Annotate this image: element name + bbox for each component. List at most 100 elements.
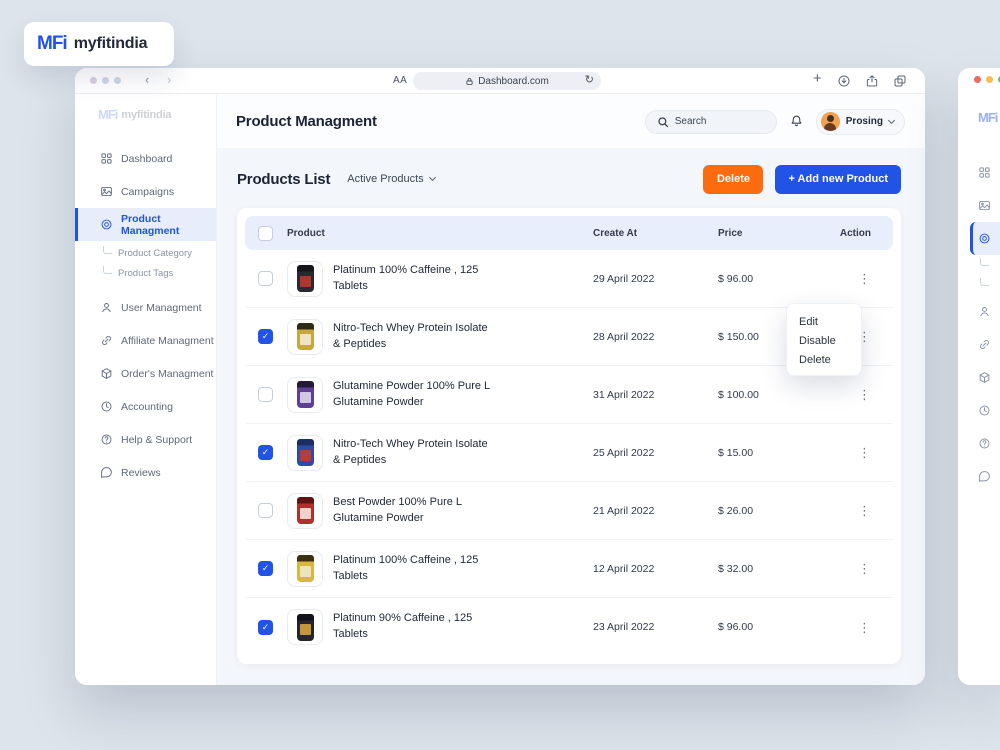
table-row: ✓ Platinum 90% Caffeine , 125 Tablets 23…	[245, 598, 893, 656]
sidebar-item-product-managment[interactable]	[970, 222, 1000, 255]
sidebar-item-dashboard[interactable]	[958, 156, 1000, 189]
sidebar-item-orders-managment[interactable]: Order's Managment	[75, 357, 216, 390]
product-date: 12 April 2022	[593, 562, 655, 575]
question-icon	[979, 438, 990, 449]
product-image	[287, 609, 323, 645]
window-close-dot[interactable]	[90, 77, 97, 84]
share-icon[interactable]	[865, 74, 879, 93]
box-icon	[979, 372, 990, 383]
sidebar-item-label: Reviews	[121, 466, 161, 479]
new-tab-icon[interactable]: +	[813, 70, 822, 87]
tree-connector-icon	[103, 245, 112, 254]
sidebar-item-campaigns[interactable]: Campaigns	[75, 175, 216, 208]
sidebar-item-reviews[interactable]: Reviews	[75, 456, 216, 489]
row-actions-kebab-icon[interactable]: ⋮	[858, 271, 871, 286]
sidebar-subitem[interactable]	[958, 255, 1000, 275]
context-menu-delete[interactable]: Delete	[799, 354, 831, 366]
sidebar-item-accounting[interactable]: Accounting	[75, 390, 216, 423]
sidebar-item-help-support[interactable]: Help & Support	[75, 423, 216, 456]
tabs-overview-icon[interactable]	[893, 74, 907, 93]
sidebar-subitem[interactable]	[958, 275, 1000, 295]
window-close-dot[interactable]	[974, 76, 981, 83]
row-checkbox[interactable]: ✓	[258, 445, 273, 460]
row-checkbox[interactable]	[258, 387, 273, 402]
sidebar-subitem-product-tags[interactable]: Product Tags	[75, 263, 216, 283]
row-checkbox[interactable]: ✓	[258, 329, 273, 344]
add-new-product-button[interactable]: + Add new Product	[775, 164, 901, 194]
sidebar-item-orders-managment[interactable]	[958, 361, 1000, 394]
window-minimize-dot[interactable]	[102, 77, 109, 84]
product-date: 21 April 2022	[593, 504, 655, 517]
search-placeholder: Search	[674, 116, 707, 127]
avatar	[820, 112, 840, 131]
product-bottle	[296, 613, 314, 641]
product-date: 29 April 2022	[593, 272, 655, 285]
list-title: Products List	[237, 170, 331, 188]
sidebar-item-label: Dashboard	[121, 152, 173, 165]
product-bottle	[296, 265, 314, 292]
sidebar-item-user-managment[interactable]	[958, 295, 1000, 328]
clock-icon	[101, 401, 112, 412]
chevron-down-icon	[428, 173, 436, 182]
sidebar-subitem-label: Product Tags	[118, 267, 174, 279]
window-zoom-dot[interactable]	[114, 77, 121, 84]
user-menu[interactable]: Prosing	[815, 108, 905, 135]
product-name: Platinum 100% Caffeine , 125 Tablets	[333, 553, 479, 582]
table-row: ✓ Nitro-Tech Whey Protein Isolate & Pept…	[245, 424, 893, 482]
address-bar[interactable]: Dashboard.com ↻	[413, 72, 601, 90]
image-icon	[979, 200, 990, 211]
row-checkbox[interactable]	[258, 271, 273, 286]
context-menu-edit[interactable]: Edit	[799, 316, 818, 328]
sidebar-item-accounting[interactable]	[958, 394, 1000, 427]
row-actions-kebab-icon[interactable]: ⋮	[858, 561, 871, 576]
context-menu-disable[interactable]: Disable	[799, 335, 836, 347]
product-bottle	[296, 497, 314, 524]
column-header-price: Price	[718, 227, 743, 239]
row-checkbox[interactable]: ✓	[258, 619, 273, 635]
product-bottle-label	[299, 275, 311, 287]
product-name: Nitro-Tech Whey Protein Isolate & Peptid…	[333, 437, 488, 466]
sidebar-subitem-product-category[interactable]: Product Category	[75, 243, 216, 263]
search-input[interactable]: Search	[644, 109, 777, 134]
link-icon	[980, 340, 989, 349]
refresh-icon[interactable]: ↻	[584, 74, 594, 86]
user-icon	[980, 307, 989, 317]
chat-icon	[101, 467, 112, 479]
window-zoom-dot[interactable]	[998, 76, 1000, 83]
app-body: MFi myfitindia Dashboard Campaigns Prod	[75, 95, 925, 685]
notifications-bell-icon[interactable]	[789, 114, 804, 129]
product-bottle-label	[299, 391, 311, 403]
row-actions-kebab-icon[interactable]: ⋮	[858, 619, 871, 635]
product-image	[287, 492, 323, 529]
sidebar-item-affiliate-managment[interactable]	[958, 328, 1000, 361]
sidebar-item-affiliate-managment[interactable]: Affiliate Managment	[75, 324, 216, 357]
row-checkbox[interactable]	[258, 503, 273, 518]
sidebar-item-campaigns[interactable]	[958, 189, 1000, 222]
product-date: 31 April 2022	[593, 388, 655, 401]
product-name: Glutamine Powder 100% Pure L Glutamine P…	[333, 379, 490, 408]
text-size-control[interactable]: AA	[393, 75, 408, 86]
product-name: Nitro-Tech Whey Protein Isolate & Peptid…	[333, 321, 488, 350]
row-checkbox[interactable]: ✓	[258, 561, 273, 576]
delete-button[interactable]: Delete	[703, 164, 764, 194]
sidebar-item-user-managment[interactable]: User Managment	[75, 291, 216, 324]
status-filter-dropdown[interactable]: Active Products	[347, 173, 436, 185]
browser-window: ‹ › AA Dashboard.com ↻ +	[75, 68, 925, 685]
product-bottle-label	[299, 449, 311, 461]
window-minimize-dot[interactable]	[986, 76, 993, 83]
sidebar-item-help-support[interactable]	[958, 427, 1000, 460]
row-actions-kebab-icon[interactable]: ⋮	[858, 387, 871, 402]
user-name: Prosing	[845, 116, 883, 127]
browser-back-icon[interactable]: ‹	[145, 72, 150, 87]
row-actions-kebab-icon[interactable]: ⋮	[858, 503, 871, 518]
sidebar-item-reviews[interactable]	[958, 460, 1000, 493]
browser-forward-icon[interactable]: ›	[167, 72, 172, 87]
sidebar-item-dashboard[interactable]: Dashboard	[75, 142, 216, 175]
target-icon	[979, 233, 990, 244]
downloads-icon[interactable]	[837, 74, 851, 93]
row-actions-kebab-icon[interactable]: ⋮	[858, 445, 871, 460]
product-image	[287, 318, 323, 355]
select-all-checkbox[interactable]	[258, 225, 273, 241]
tree-connector-icon	[980, 257, 989, 266]
sidebar-item-product-managment[interactable]: Product Managment	[75, 208, 216, 241]
